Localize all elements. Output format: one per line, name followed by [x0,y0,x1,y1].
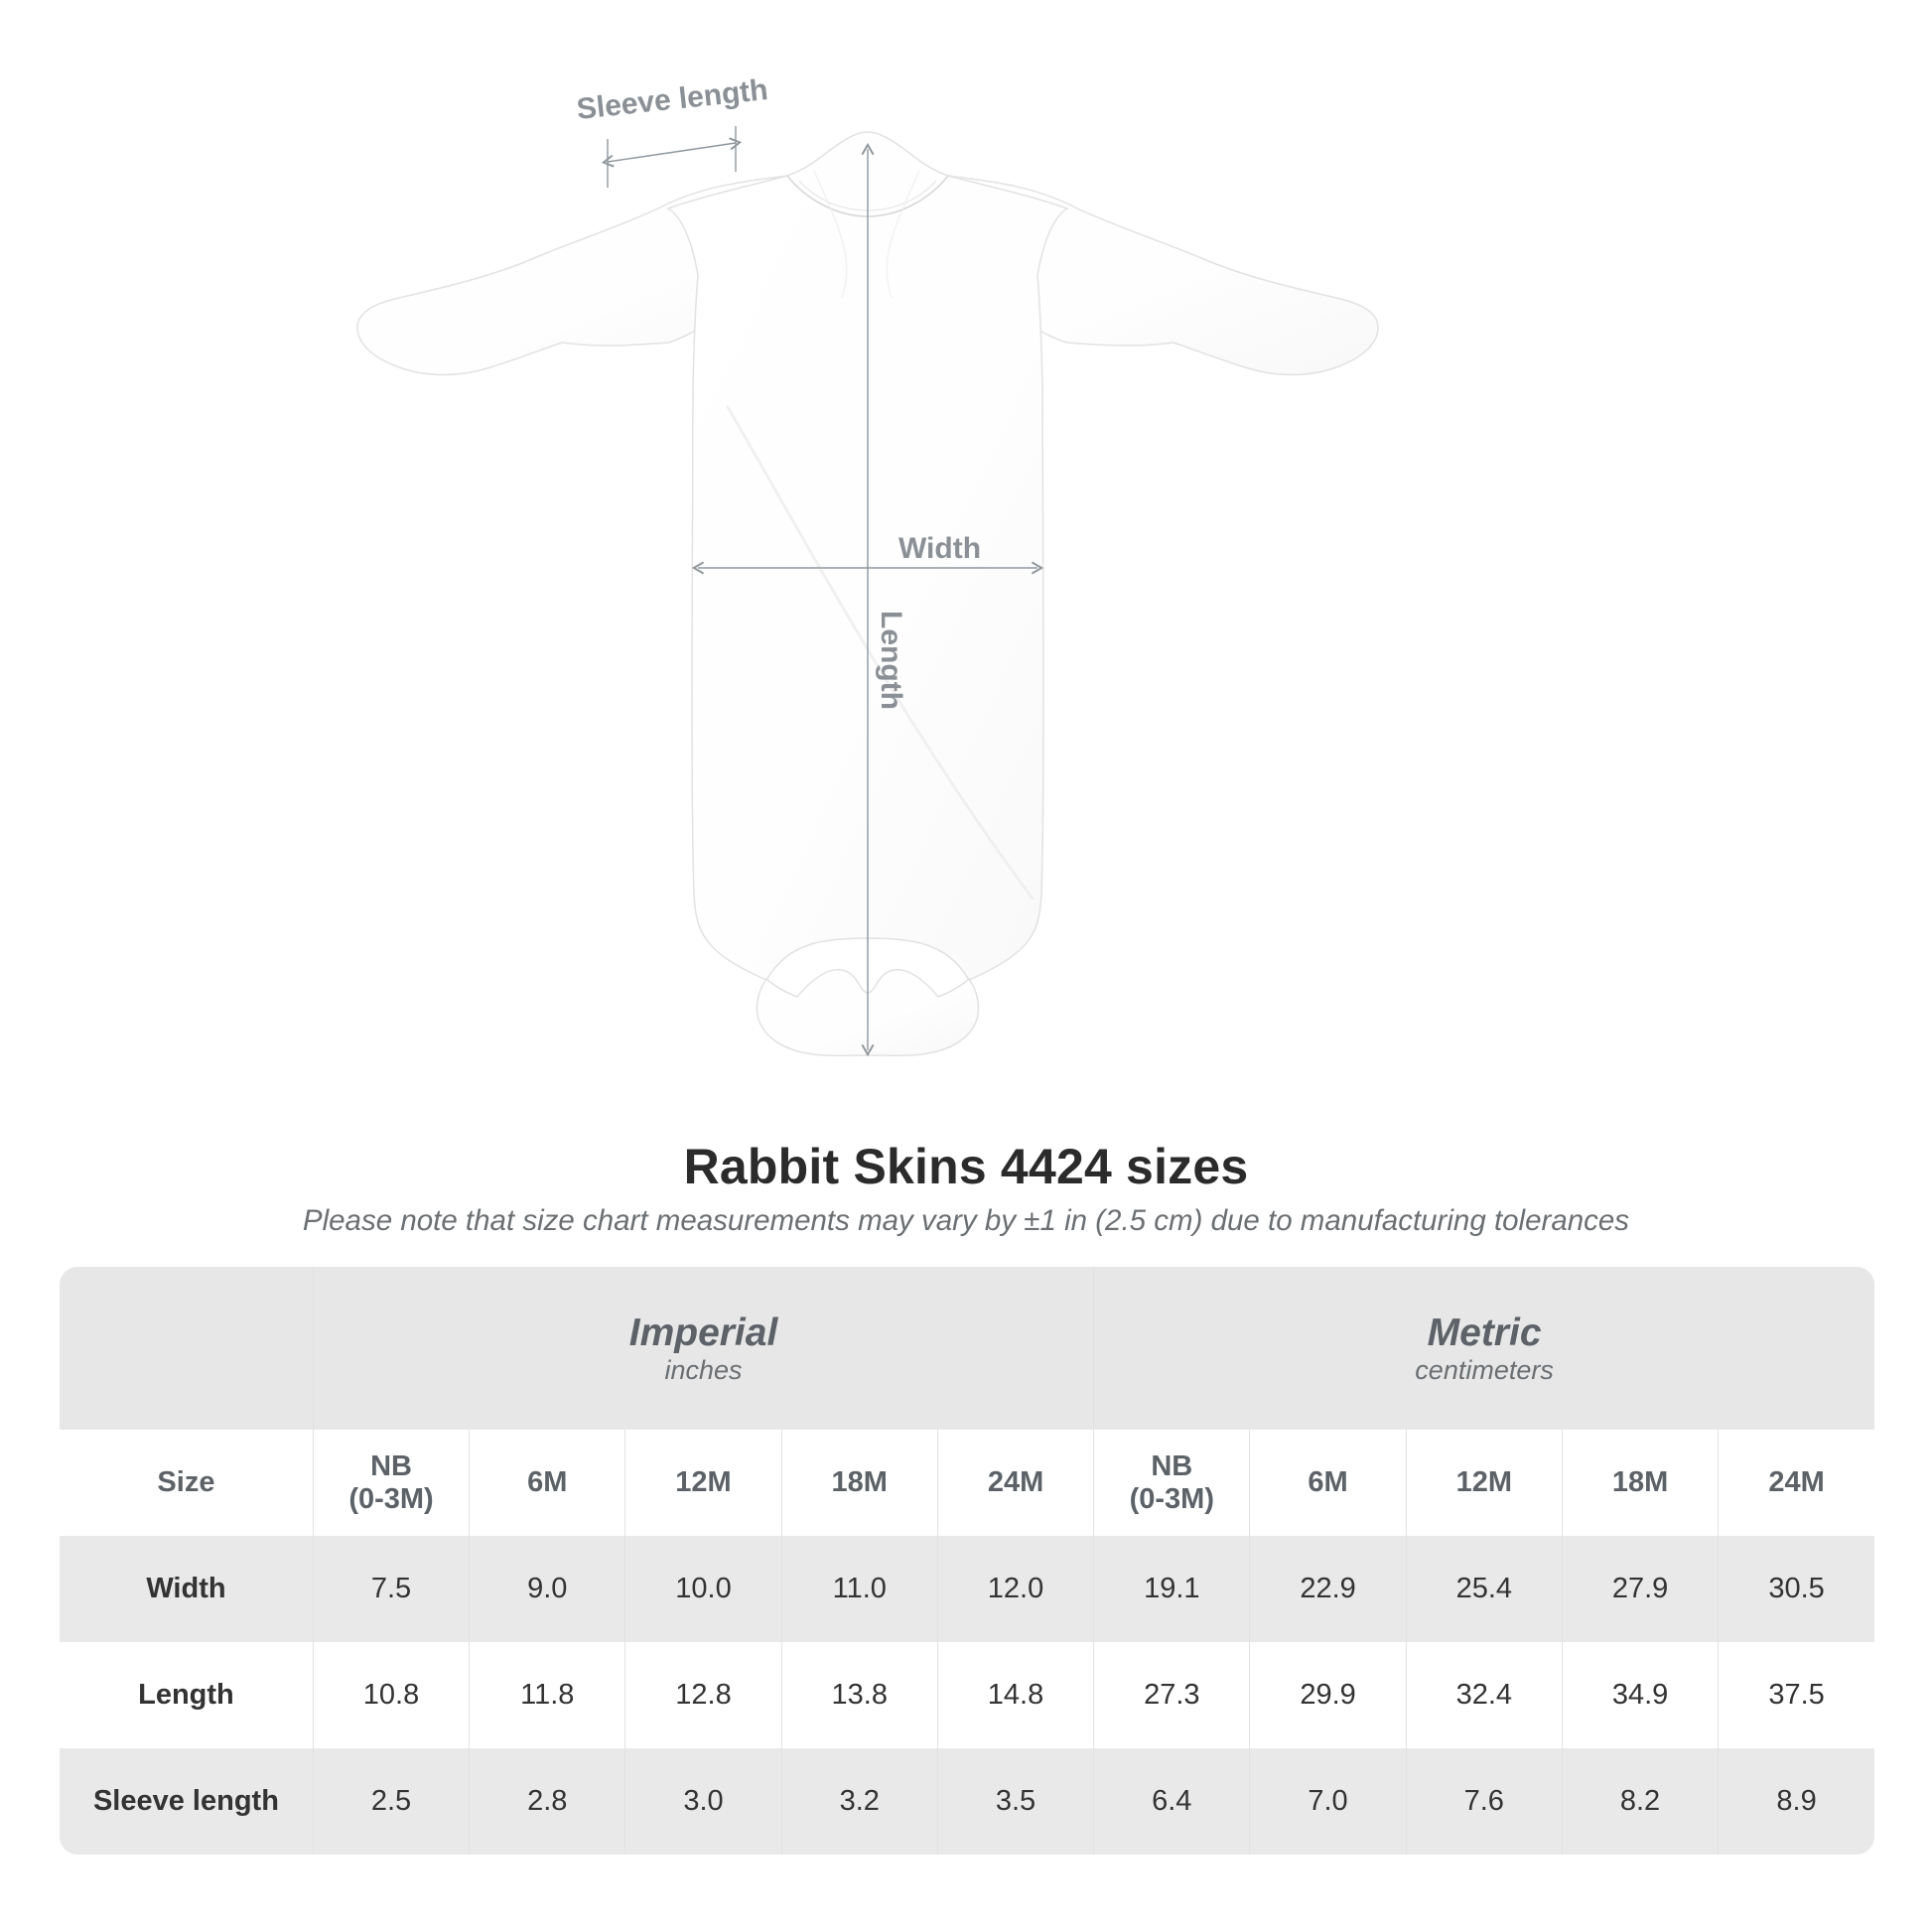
svg-text:Width: Width [898,532,981,565]
svg-text:Sleeve length: Sleeve length [575,73,769,126]
svg-text:Length: Length [875,611,907,710]
